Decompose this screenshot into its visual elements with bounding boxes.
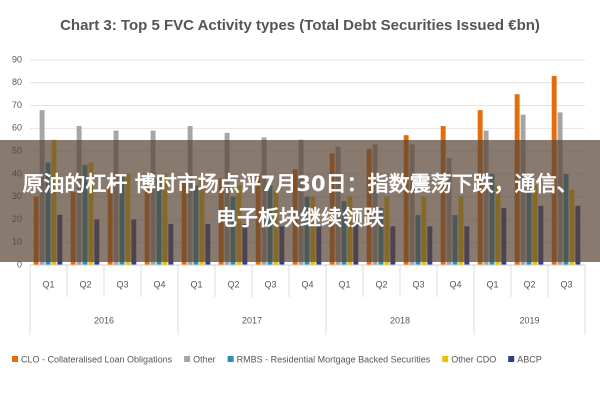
- group-label: 2017: [242, 315, 262, 325]
- legend-label: Other CDO: [451, 354, 496, 364]
- legend-swatch: [227, 356, 234, 362]
- y-tick-label: 80: [12, 77, 22, 87]
- x-tick-label: Q1: [190, 279, 202, 289]
- group-label: 2016: [94, 315, 114, 325]
- legend-swatch: [442, 356, 449, 362]
- y-tick-label: 70: [12, 100, 22, 110]
- x-tick-label: Q2: [375, 279, 387, 289]
- legend-label: CLO - Collateralised Loan Obligations: [21, 354, 173, 364]
- overlay-text: 原油的杠杆 博时市场点评7月30日：指数震荡下跌，通信、电子板块继续领跌: [22, 172, 578, 230]
- x-tick-label: Q3: [264, 279, 276, 289]
- group-label: 2019: [519, 315, 539, 325]
- y-tick-label: 60: [12, 123, 22, 133]
- x-tick-label: Q1: [486, 279, 498, 289]
- legend-swatch: [184, 356, 191, 362]
- y-tick-label: 0: [17, 259, 22, 269]
- x-tick-label: Q1: [338, 279, 350, 289]
- legend-swatch: [508, 356, 515, 362]
- x-tick-label: Q1: [42, 279, 54, 289]
- x-tick-label: Q2: [523, 279, 535, 289]
- x-tick-label: Q4: [301, 279, 313, 289]
- x-tick-label: Q4: [449, 279, 461, 289]
- chart-title: Chart 3: Top 5 FVC Activity types (Total…: [60, 17, 540, 34]
- x-tick-label: Q3: [116, 279, 128, 289]
- legend-label: ABCP: [517, 354, 542, 364]
- legend-label: Other: [193, 354, 216, 364]
- legend-swatch: [12, 356, 18, 362]
- overlay-banner: 原油的杠杆 博时市场点评7月30日：指数震荡下跌，通信、电子板块继续领跌: [0, 140, 600, 262]
- x-tick-label: Q4: [153, 279, 165, 289]
- y-tick-label: 90: [12, 54, 22, 64]
- legend-label: RMBS - Residential Mortgage Backed Secur…: [237, 354, 431, 364]
- x-tick-label: Q3: [560, 279, 572, 289]
- group-label: 2018: [390, 315, 410, 325]
- x-tick-label: Q2: [79, 279, 91, 289]
- x-tick-label: Q3: [412, 279, 424, 289]
- x-tick-label: Q2: [227, 279, 239, 289]
